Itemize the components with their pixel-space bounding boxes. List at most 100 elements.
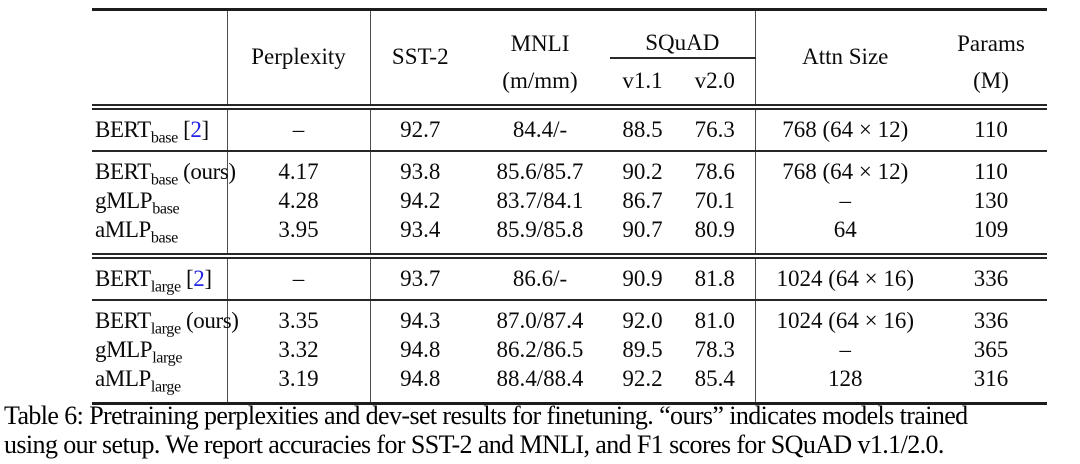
table-row-amlp-large: aMLPlarge 3.19 94.8 88.4/88.4 92.2 85.4 … <box>92 365 1047 404</box>
sst2-cell: 94.3 <box>400 308 441 334</box>
model-name-cell: BERTbase (ours) <box>92 152 236 190</box>
perplexity-cell: 3.35 <box>227 301 371 336</box>
table-caption: Table 6: Pretraining perplexities and de… <box>4 401 1078 459</box>
squad-v20-cell: 70.1 <box>694 188 735 214</box>
table-row-gmlp-base: gMLPbase 4.28 94.2 83.7/84.1 86.7 70.1 –… <box>92 187 1047 219</box>
header-row-1: Perplexity SST-2 MNLI SQuAD Attn Size Pa… <box>92 9 1047 105</box>
sst2-cell: 94.8 <box>400 366 441 392</box>
squad-v20-cell: 78.6 <box>694 159 735 185</box>
params-cell: 336 <box>973 308 1009 334</box>
squad-v11-cell: 92.0 <box>622 308 663 334</box>
model-note: (ours) <box>180 308 239 334</box>
squad-v20-cell: 76.3 <box>694 116 735 142</box>
sst2-cell: 93.8 <box>400 159 441 185</box>
model-size-subscript: large <box>150 278 181 296</box>
attn-size-cell: 768 (64 × 12) <box>754 152 935 187</box>
header-cell-mnli-mm: (m/mm) <box>502 67 578 93</box>
table-row-gmlp-large: gMLPlarge 3.32 94.8 86.2/86.5 89.5 78.3 … <box>92 336 1047 368</box>
squad-v20-cell: 80.9 <box>694 217 735 243</box>
model-name: BERT <box>95 265 151 291</box>
citation-link[interactable]: 2 <box>190 116 202 142</box>
model-size-subscript: base <box>150 172 178 190</box>
attn-size-cell: – <box>754 336 935 365</box>
mnli-cell: 86.2/86.5 <box>496 337 584 363</box>
squad-v11-cell: 90.9 <box>622 265 663 291</box>
mnli-cell: 87.0/87.4 <box>496 308 584 334</box>
model-name: gMLP <box>95 188 153 214</box>
citation-link[interactable]: 2 <box>193 265 205 291</box>
squad-v11-cell: 88.5 <box>622 116 663 142</box>
table-row-bert-base-ref: BERTbase [2] – 92.7 84.4/- 88.5 76.3 768… <box>92 109 1047 151</box>
citation-bracket: ] <box>201 116 210 142</box>
header-cell-mnli: MNLI <box>510 30 570 56</box>
squad-v11-cell: 92.2 <box>622 366 663 392</box>
squad-v11-cell: 90.2 <box>622 159 663 185</box>
table-row-bert-base-ours: BERTbase (ours) 4.17 93.8 85.6/85.7 90.2… <box>92 152 1047 190</box>
model-name: BERT <box>95 116 151 142</box>
squad-v20-cell: 85.4 <box>694 366 735 392</box>
attn-size-cell: 128 <box>754 365 935 404</box>
mnli-cell: 88.4/88.4 <box>496 366 584 392</box>
attn-size-cell: 768 (64 × 12) <box>754 109 935 151</box>
squad-v11-cell: 86.7 <box>622 188 663 214</box>
table-row-bert-large-ours: BERTlarge (ours) 3.35 94.3 87.0/87.4 92.… <box>92 301 1047 339</box>
header-cell-params: Params <box>957 30 1025 56</box>
mnli-cell: 83.7/84.1 <box>496 188 584 214</box>
perplexity-cell: 3.95 <box>227 216 371 254</box>
model-name: BERT <box>95 159 151 185</box>
sst2-cell: 94.2 <box>400 188 441 214</box>
header-cell-squad: SQuAD <box>610 9 755 59</box>
perplexity-cell: 4.28 <box>227 187 371 216</box>
squad-v11-cell: 89.5 <box>622 337 663 363</box>
mnli-cell: 84.4/- <box>512 116 568 142</box>
params-cell: 130 <box>973 188 1009 214</box>
model-name-cell: gMLPlarge <box>92 336 228 368</box>
sst2-cell: 92.7 <box>400 116 441 142</box>
model-size-subscript: base <box>150 129 178 147</box>
table-row-amlp-base: aMLPbase 3.95 93.4 85.9/85.8 90.7 80.9 6… <box>92 216 1047 254</box>
perplexity-cell: 3.19 <box>227 365 371 404</box>
model-name-cell: BERTlarge (ours) <box>92 301 239 339</box>
citation-bracket: [ <box>180 265 194 291</box>
header-cell-squad-v20: v2.0 <box>694 68 735 94</box>
model-size-subscript: large <box>152 350 183 368</box>
model-size-subscript: base <box>152 201 180 219</box>
model-note: (ours) <box>177 159 236 185</box>
model-size-subscript: large <box>150 379 181 397</box>
squad-v20-cell: 78.3 <box>694 337 735 363</box>
params-cell: 110 <box>974 116 1008 142</box>
sst2-cell: 94.8 <box>400 337 441 363</box>
model-size-subscript: large <box>150 321 181 339</box>
attn-size-cell: – <box>754 187 935 216</box>
attn-size-cell: 64 <box>754 216 935 254</box>
params-cell: 336 <box>973 265 1009 291</box>
attn-size-cell: 1024 (64 × 16) <box>754 301 935 336</box>
perplexity-cell: – <box>227 109 371 151</box>
header-cell-squad-v11: v1.1 <box>622 68 663 94</box>
mnli-cell: 86.6/- <box>512 265 568 291</box>
perplexity-cell: 3.32 <box>227 336 371 365</box>
header-row-2: (m/mm) v1.1 v2.0 (M) <box>92 58 1047 105</box>
squad-v20-cell: 81.0 <box>694 308 735 334</box>
perplexity-cell: – <box>227 258 371 300</box>
perplexity-cell: 4.17 <box>227 152 371 187</box>
mnli-cell: 85.9/85.8 <box>496 217 584 243</box>
params-cell: 110 <box>974 159 1008 185</box>
model-name: gMLP <box>95 337 153 363</box>
section-divider <box>92 253 1047 259</box>
model-name-cell: aMLPlarge <box>92 365 228 404</box>
squad-v11-cell: 90.7 <box>622 217 663 243</box>
caption-line: Table 6: Pretraining perplexities and de… <box>4 401 968 430</box>
squad-v20-cell: 81.8 <box>694 265 735 291</box>
results-table: Perplexity SST-2 MNLI SQuAD Attn Size Pa… <box>92 8 1047 405</box>
table-row-bert-large-ref: BERTlarge [2] – 93.7 86.6/- 90.9 81.8 10… <box>92 258 1047 300</box>
model-size-subscript: base <box>150 230 178 248</box>
mnli-cell: 85.6/85.7 <box>496 159 584 185</box>
sst2-cell: 93.7 <box>400 265 441 291</box>
caption-line: using our setup. We report accuracies fo… <box>4 430 944 459</box>
params-cell: 109 <box>973 217 1009 243</box>
model-name-cell: aMLPbase <box>92 216 228 254</box>
model-name-cell: gMLPbase <box>92 187 228 219</box>
header-cell-params-m: (M) <box>973 67 1009 93</box>
model-name: aMLP <box>95 366 151 392</box>
